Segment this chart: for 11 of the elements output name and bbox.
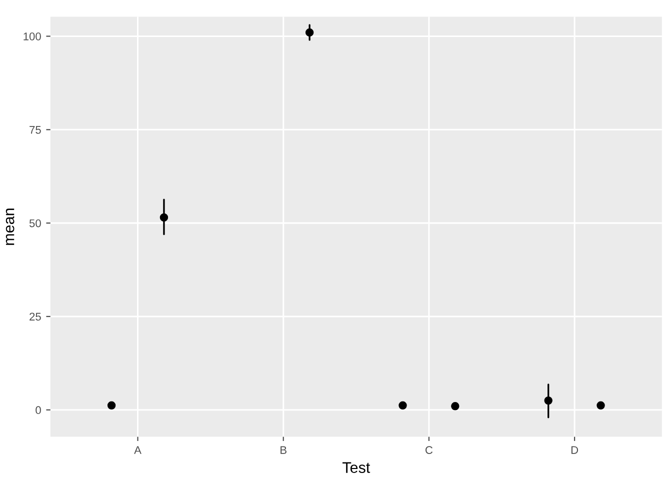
y-tick-label: 50 xyxy=(29,219,41,228)
x-tick-label: D xyxy=(571,446,578,454)
y-tick-label: 100 xyxy=(24,32,41,40)
y-tick-label: 75 xyxy=(30,126,41,134)
x-tick-label: B xyxy=(280,446,286,454)
x-tick-label: C xyxy=(426,446,433,454)
y-tick-label: 0 xyxy=(36,406,41,414)
x-axis-title: Test xyxy=(342,462,370,473)
x-tick-label: A xyxy=(134,446,142,454)
y-tick-label: 25 xyxy=(30,312,41,321)
y-axis-title: mean xyxy=(6,208,14,245)
